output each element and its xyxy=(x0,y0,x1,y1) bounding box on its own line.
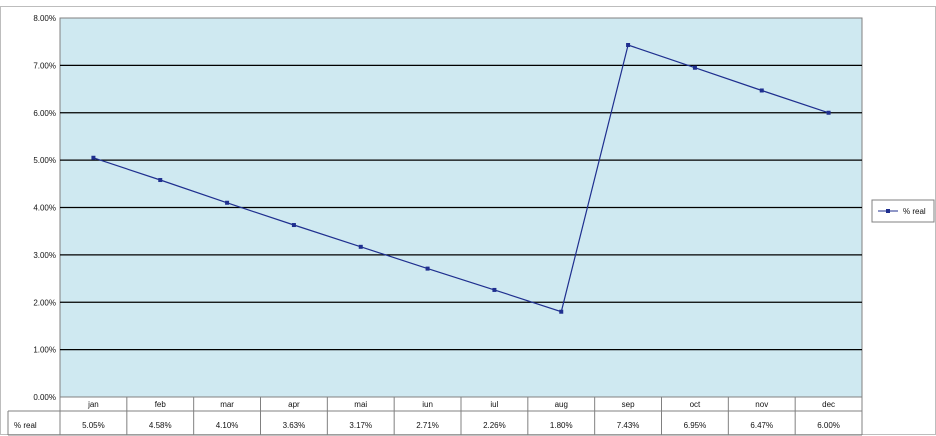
data-point xyxy=(759,88,764,93)
x-category-label: feb xyxy=(155,400,167,409)
data-table-value: 7.43% xyxy=(617,421,640,430)
y-tick-label: 2.00% xyxy=(33,298,56,307)
legend-box xyxy=(871,199,935,223)
y-tick-label: 4.00% xyxy=(33,204,56,213)
series-real xyxy=(91,43,831,314)
data-point xyxy=(91,155,96,160)
data-point xyxy=(692,65,697,70)
x-category-label: nov xyxy=(755,400,768,409)
x-category-label: oct xyxy=(690,400,701,409)
legend-label: % real xyxy=(903,207,926,216)
x-category-label: sep xyxy=(622,400,635,409)
y-tick-label: 3.00% xyxy=(33,251,56,260)
data-table-value: 6.47% xyxy=(750,421,773,430)
x-category-label: dec xyxy=(822,400,835,409)
x-category-label: iun xyxy=(422,400,433,409)
y-axis-tick-labels: 0.00% 1.00% 2.00% 3.00% 4.00% 5.00% 6.00% 7.00%… xyxy=(33,14,56,402)
y-tick-label: 6.00% xyxy=(33,109,56,118)
data-point xyxy=(158,178,163,183)
data-table-value: 2.71% xyxy=(416,421,439,430)
data-table-value: 4.10% xyxy=(216,421,239,430)
data-point xyxy=(626,43,631,48)
data-table-value: 3.17% xyxy=(349,421,372,430)
data-table-value: 6.00% xyxy=(817,421,840,430)
legend-marker-swatch xyxy=(886,209,890,213)
data-table-value: 1.80% xyxy=(550,421,573,430)
series-line xyxy=(93,44,829,313)
data-point xyxy=(492,287,497,292)
data-point xyxy=(358,244,363,249)
x-category-label: iul xyxy=(490,400,498,409)
x-category-label: mar xyxy=(220,400,234,409)
data-table-value: 5.05% xyxy=(82,421,105,430)
data-table-value: 6.95% xyxy=(684,421,707,430)
data-table-value: 3.63% xyxy=(283,421,306,430)
x-category-label: jan xyxy=(87,400,99,409)
x-category-label: apr xyxy=(288,400,300,409)
data-point xyxy=(291,223,296,228)
y-tick-label: 8.00% xyxy=(33,14,56,23)
x-category-label: mai xyxy=(354,400,367,409)
data-table-series-name: % real xyxy=(14,421,37,430)
y-tick-label: 1.00% xyxy=(33,346,56,355)
legend: % real xyxy=(871,199,935,223)
data-table: % real jan feb mar apr mai iun iul aug sep oct nov… xyxy=(7,397,863,436)
x-category-label: aug xyxy=(555,400,568,409)
data-point xyxy=(425,266,430,271)
y-tick-label: 7.00% xyxy=(33,61,56,70)
data-point xyxy=(826,110,831,115)
gridlines xyxy=(60,64,862,351)
data-point xyxy=(225,200,230,205)
data-point xyxy=(559,309,564,314)
y-tick-label: 5.00% xyxy=(33,156,56,165)
y-tick-label: 0.00% xyxy=(33,393,56,402)
data-table-value: 4.58% xyxy=(149,421,172,430)
data-table-value: 2.26% xyxy=(483,421,506,430)
